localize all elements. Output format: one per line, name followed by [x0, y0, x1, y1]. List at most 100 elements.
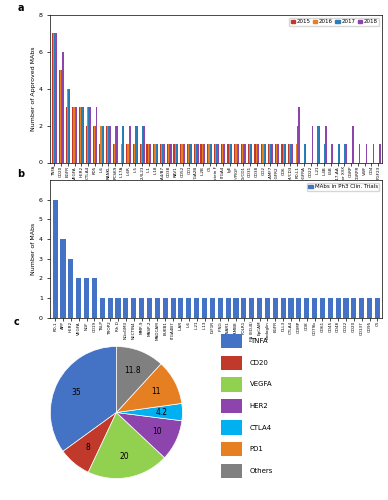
Bar [107, 126, 108, 162]
Bar [332, 144, 333, 163]
Bar [139, 298, 144, 318]
Bar [69, 89, 70, 162]
Bar [102, 126, 103, 162]
Bar [265, 298, 270, 318]
Bar [53, 200, 58, 318]
Bar [261, 144, 262, 163]
Bar [100, 126, 102, 162]
Bar [157, 144, 158, 163]
Bar [331, 144, 332, 163]
Bar [116, 298, 121, 318]
Bar [53, 34, 54, 162]
Bar [268, 144, 269, 163]
Text: Others: Others [250, 468, 273, 474]
Bar [60, 70, 61, 162]
Bar [95, 126, 96, 162]
Bar [221, 144, 222, 163]
Bar [79, 107, 80, 162]
Bar [214, 144, 215, 163]
Bar [234, 298, 239, 318]
Bar [275, 144, 276, 163]
Bar [298, 107, 300, 162]
Bar [265, 144, 266, 163]
Bar [187, 144, 188, 163]
Bar [317, 126, 319, 162]
Bar [256, 144, 257, 163]
Bar [89, 107, 91, 162]
Bar [379, 144, 381, 163]
Bar [208, 144, 210, 163]
Bar [204, 144, 205, 163]
Bar [312, 126, 313, 162]
Bar [115, 126, 116, 162]
Bar [196, 144, 197, 163]
Bar [359, 144, 360, 163]
Bar [162, 144, 164, 163]
FancyBboxPatch shape [220, 356, 242, 370]
Bar [52, 34, 53, 162]
Bar [194, 298, 199, 318]
Bar [249, 144, 250, 163]
Bar [106, 126, 107, 162]
Bar [296, 298, 301, 318]
Bar [92, 126, 94, 162]
Bar [75, 107, 76, 162]
Bar [234, 144, 236, 163]
Text: VEGFA: VEGFA [250, 382, 272, 388]
Bar [282, 144, 284, 163]
Wedge shape [88, 412, 165, 478]
Bar [215, 144, 217, 163]
Bar [134, 144, 135, 163]
Bar [351, 298, 357, 318]
Bar [164, 144, 165, 163]
Bar [227, 144, 229, 163]
Bar [189, 144, 191, 163]
Bar [272, 144, 273, 163]
Bar [288, 298, 294, 318]
Bar [140, 144, 141, 163]
Bar [210, 298, 215, 318]
Wedge shape [50, 346, 116, 452]
Bar [241, 298, 246, 318]
Bar [175, 144, 176, 163]
Bar [141, 144, 142, 163]
Bar [178, 298, 184, 318]
Bar [61, 239, 66, 318]
Text: 4.2: 4.2 [155, 408, 167, 416]
Bar [289, 144, 291, 163]
Bar [76, 107, 77, 162]
Bar [225, 298, 230, 318]
Bar [276, 144, 277, 163]
Bar [238, 144, 239, 163]
Bar [343, 298, 348, 318]
Bar [81, 107, 83, 162]
Text: CTLA4: CTLA4 [250, 424, 272, 430]
Bar [186, 298, 191, 318]
Bar [76, 278, 81, 318]
Bar [248, 144, 249, 163]
Bar [142, 126, 143, 162]
Bar [270, 144, 272, 163]
Bar [236, 144, 237, 163]
Bar [237, 144, 238, 163]
Bar [222, 144, 223, 163]
Bar [244, 144, 246, 163]
Bar [195, 144, 196, 163]
Bar [304, 298, 309, 318]
Bar [281, 144, 282, 163]
Bar [251, 144, 253, 163]
Y-axis label: Number of MAbs: Number of MAbs [31, 222, 36, 275]
Bar [100, 298, 105, 318]
Text: 35: 35 [71, 388, 81, 396]
Bar [73, 107, 75, 162]
Bar [328, 298, 333, 318]
Bar [278, 144, 279, 163]
Bar [288, 144, 289, 163]
Bar [68, 89, 69, 162]
Bar [211, 144, 212, 163]
Bar [169, 144, 170, 163]
Bar [200, 144, 202, 163]
Bar [126, 144, 127, 163]
Bar [269, 144, 270, 163]
Bar [336, 298, 341, 318]
